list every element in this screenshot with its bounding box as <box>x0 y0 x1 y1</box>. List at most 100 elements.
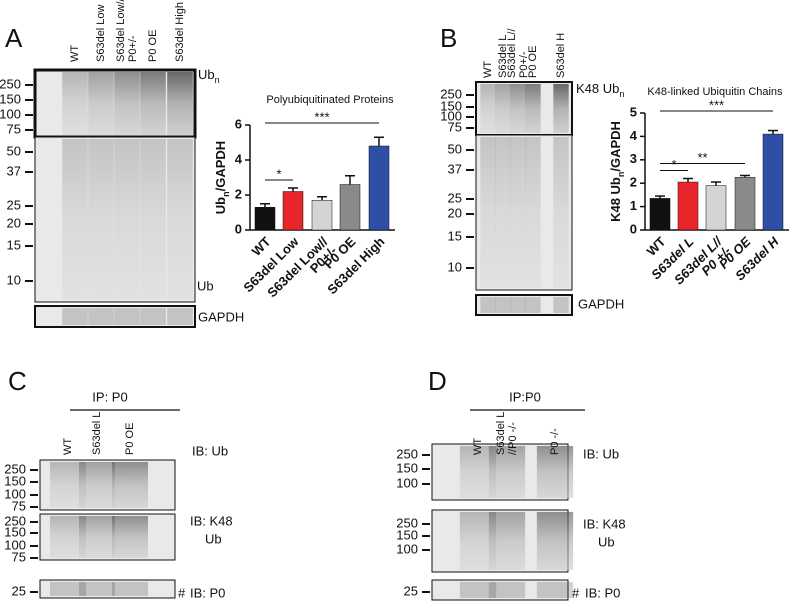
marker-label: 15 <box>448 228 462 243</box>
marker-label: 150 <box>440 98 462 113</box>
marker-label: 100 <box>396 475 418 490</box>
blot-label: GAPDH <box>578 296 624 311</box>
marker-label: 250 <box>396 446 418 461</box>
marker-label: 75 <box>12 549 26 564</box>
blot-lane <box>140 308 166 325</box>
marker-label: 50 <box>448 141 462 156</box>
y-axis-label-sub: n <box>221 191 231 197</box>
lane-label: WT <box>472 438 484 455</box>
blot-label: # <box>178 585 186 600</box>
blot-lane <box>62 308 88 325</box>
panel-letter: B <box>440 23 457 53</box>
blot-lane <box>488 582 526 598</box>
blot <box>39 579 176 599</box>
lane-label: S63del L <box>495 412 507 455</box>
lane-label: S63del H <box>555 33 567 78</box>
marker-label: 250 <box>440 86 462 101</box>
marker-label: 100 <box>0 106 21 121</box>
blot-lane <box>536 512 574 570</box>
blot-lane <box>88 72 114 135</box>
blot-lane <box>167 308 193 325</box>
blot-label: Ub <box>197 278 214 293</box>
lane-label: WT <box>69 45 81 62</box>
ip-label: IP:P0 <box>509 389 541 404</box>
blot-lane <box>480 137 496 288</box>
y-tick-label: 2 <box>235 186 242 201</box>
chart-title: K48-linked Ubiquitin Chains <box>647 86 783 98</box>
lane-label: //P0 -/- <box>507 422 519 455</box>
blot-lane <box>140 139 166 300</box>
bar <box>368 145 390 231</box>
marker-label: 150 <box>0 91 21 106</box>
marker-label: 250 <box>396 515 418 530</box>
lane-label: S63del L// <box>506 28 518 78</box>
blot-lane <box>480 84 496 133</box>
marker-label: 10 <box>448 259 462 274</box>
marker-label: 20 <box>7 215 21 230</box>
y-axis-label: K48 Ubn/GAPDH <box>608 121 626 222</box>
marker-label: 20 <box>448 205 462 220</box>
blot-label-main: Ub <box>198 67 215 82</box>
blot-label: IB: K48 <box>583 516 626 531</box>
blot-lane <box>140 72 166 135</box>
blot-label: IB: K48 <box>190 513 233 528</box>
blot-lane <box>114 139 140 300</box>
marker-label: 25 <box>448 190 462 205</box>
blot-lane <box>553 137 569 288</box>
significance-label: ** <box>697 150 707 165</box>
blot-lane <box>50 582 86 596</box>
blot-lane <box>488 512 526 570</box>
blot-lane <box>112 582 148 596</box>
blot-label: Ub <box>598 534 615 549</box>
blot-label-sub: n <box>619 89 624 99</box>
lane-label: WT <box>482 61 494 78</box>
marker-label: 100 <box>4 537 26 552</box>
y-tick-label: 4 <box>630 128 638 143</box>
blot-lane <box>525 297 541 313</box>
lane-label: P0+/- <box>518 51 530 78</box>
blot-lane <box>488 446 526 498</box>
lane-label: S63del L <box>497 35 509 78</box>
marker-label: 37 <box>448 161 462 176</box>
blot-lane <box>114 72 140 135</box>
y-axis-label-sub: n <box>616 172 626 178</box>
blot-lane <box>459 582 497 598</box>
bar <box>705 185 727 231</box>
blot-lane <box>495 84 511 133</box>
marker-label: 100 <box>440 108 462 123</box>
lane-label: P0 -/- <box>549 428 561 455</box>
blot-label: Ub <box>205 531 222 546</box>
blot-lane <box>88 139 114 300</box>
y-tick-label: 2 <box>630 175 637 190</box>
lane-label: S63del L <box>91 412 103 455</box>
significance-label: * <box>671 157 676 172</box>
blot-lane <box>553 84 569 133</box>
marker-label: 150 <box>4 473 26 488</box>
bar <box>254 207 276 231</box>
marker-label: 10 <box>7 272 21 287</box>
blot-lane <box>525 137 541 288</box>
blot-lane <box>79 582 115 596</box>
marker-label: 37 <box>7 163 21 178</box>
marker-label: 250 <box>4 513 26 528</box>
blot <box>431 579 569 601</box>
bar <box>762 133 784 231</box>
significance-label: *** <box>709 97 724 112</box>
lane-label: P0+/- <box>127 35 139 62</box>
significance-label: *** <box>314 109 329 124</box>
blot-label: IB: P0 <box>190 585 225 600</box>
blot <box>34 305 196 328</box>
blot <box>475 294 573 316</box>
blot-label: IB: Ub <box>583 446 619 461</box>
marker-label: 75 <box>12 498 26 513</box>
blot-lane <box>79 462 115 508</box>
lane-label: S63del High <box>174 2 186 62</box>
blot-lane <box>495 297 511 313</box>
y-tick-label: 5 <box>630 104 637 119</box>
marker-label: 25 <box>12 583 26 598</box>
lane-label: P0 OE <box>147 30 159 62</box>
blot-lane <box>536 446 574 498</box>
blot-lane <box>525 84 541 133</box>
y-tick-label: 1 <box>630 198 637 213</box>
